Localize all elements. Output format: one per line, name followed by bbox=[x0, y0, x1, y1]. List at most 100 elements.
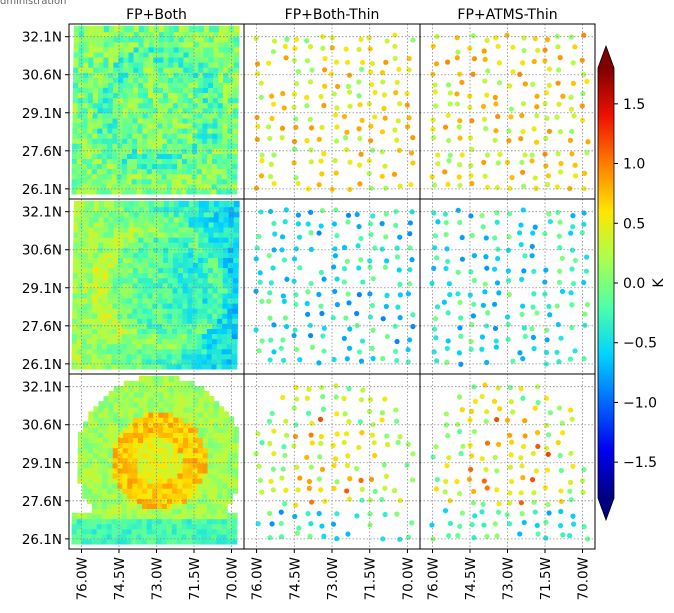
observation-point bbox=[254, 245, 260, 251]
observation-point bbox=[282, 452, 288, 459]
observation-point bbox=[484, 265, 490, 271]
observation-point bbox=[520, 101, 527, 107]
observation-point bbox=[506, 500, 513, 506]
observation-point bbox=[318, 223, 324, 229]
column-titles: FP+Both FP+Both-Thin FP+ATMS-Thin bbox=[126, 7, 557, 23]
observation-point bbox=[309, 67, 315, 73]
observation-point bbox=[568, 497, 574, 503]
observation-point bbox=[308, 125, 315, 131]
observation-point bbox=[270, 49, 277, 55]
observation-point bbox=[372, 245, 378, 251]
observation-point bbox=[457, 299, 463, 306]
observation-point bbox=[470, 71, 476, 77]
observation-point bbox=[529, 477, 536, 483]
observation-point bbox=[543, 445, 550, 451]
longitude-tick-label: 71.5W bbox=[187, 557, 203, 600]
observation-point bbox=[342, 411, 348, 417]
observation-point bbox=[367, 314, 373, 320]
observation-point bbox=[484, 37, 490, 43]
observation-point bbox=[534, 522, 540, 529]
observation-point bbox=[531, 126, 537, 132]
observation-point bbox=[494, 210, 500, 216]
observation-point bbox=[341, 439, 347, 446]
observation-point bbox=[435, 161, 441, 167]
observation-point bbox=[397, 434, 403, 440]
observation-point bbox=[278, 345, 284, 351]
observation-point bbox=[331, 462, 337, 469]
observation-point bbox=[456, 429, 463, 435]
observation-point bbox=[580, 91, 586, 97]
observation-point bbox=[520, 443, 527, 450]
observation-point bbox=[554, 349, 560, 355]
longitude-tick-label: 76.0W bbox=[426, 557, 442, 600]
observation-point bbox=[383, 59, 389, 65]
observation-point bbox=[369, 432, 375, 438]
observation-point bbox=[291, 138, 298, 145]
observation-point bbox=[485, 68, 491, 74]
observation-point bbox=[369, 302, 375, 309]
observation-point bbox=[505, 268, 511, 274]
observation-point bbox=[479, 346, 485, 352]
observation-point bbox=[518, 241, 524, 248]
observation-point bbox=[495, 441, 502, 447]
observation-point bbox=[431, 210, 437, 216]
observation-point bbox=[492, 325, 499, 332]
observation-point bbox=[494, 468, 500, 474]
observation-point bbox=[318, 440, 324, 446]
observation-point bbox=[521, 519, 527, 526]
longitude-tick-label: 74.5W bbox=[463, 557, 479, 600]
observation-point bbox=[479, 334, 485, 340]
observation-point bbox=[346, 89, 353, 95]
observation-point bbox=[334, 479, 340, 485]
observation-point bbox=[358, 257, 364, 263]
observation-point bbox=[282, 315, 289, 321]
observation-point bbox=[382, 396, 388, 402]
observation-point bbox=[454, 101, 460, 107]
observation-point bbox=[316, 136, 322, 142]
observation-point bbox=[360, 387, 366, 393]
observation-point bbox=[432, 82, 438, 88]
observation-point bbox=[522, 433, 528, 439]
observation-point bbox=[394, 137, 400, 143]
observation-point bbox=[318, 158, 324, 164]
observation-point bbox=[268, 478, 274, 484]
observation-point bbox=[468, 466, 474, 473]
observation-point bbox=[394, 511, 400, 517]
observation-point bbox=[568, 290, 574, 296]
observation-point bbox=[492, 94, 498, 101]
observation-point bbox=[347, 103, 353, 109]
observation-point bbox=[483, 235, 489, 241]
observation-point bbox=[318, 269, 324, 276]
observation-point bbox=[283, 207, 289, 213]
observation-point bbox=[520, 356, 526, 362]
observation-point bbox=[556, 405, 563, 411]
observation-point bbox=[392, 127, 398, 133]
observation-point bbox=[279, 134, 285, 141]
observation-point bbox=[506, 521, 513, 527]
observation-point bbox=[381, 92, 388, 98]
observation-point bbox=[267, 357, 273, 363]
observation-point bbox=[379, 246, 385, 252]
observation-point bbox=[443, 478, 449, 485]
observation-point bbox=[434, 33, 440, 40]
colorbar-outline bbox=[597, 44, 615, 522]
longitude-tick-label: 76.0W bbox=[75, 557, 91, 600]
observation-point bbox=[334, 276, 340, 282]
observation-point bbox=[394, 418, 400, 424]
observation-point bbox=[366, 35, 372, 41]
observation-point bbox=[283, 432, 290, 438]
observation-point bbox=[571, 281, 577, 287]
observation-point bbox=[544, 327, 550, 333]
observation-point bbox=[368, 123, 374, 129]
observation-point bbox=[342, 135, 349, 141]
observation-point bbox=[529, 152, 535, 158]
observation-point bbox=[570, 463, 576, 469]
observation-point bbox=[495, 160, 501, 166]
observation-point bbox=[321, 276, 327, 282]
observation-point bbox=[535, 47, 541, 53]
observation-point bbox=[380, 79, 386, 85]
panel-r1-fp-atms-thin bbox=[420, 24, 595, 199]
observation-point bbox=[346, 418, 352, 425]
observation-point bbox=[568, 106, 575, 112]
